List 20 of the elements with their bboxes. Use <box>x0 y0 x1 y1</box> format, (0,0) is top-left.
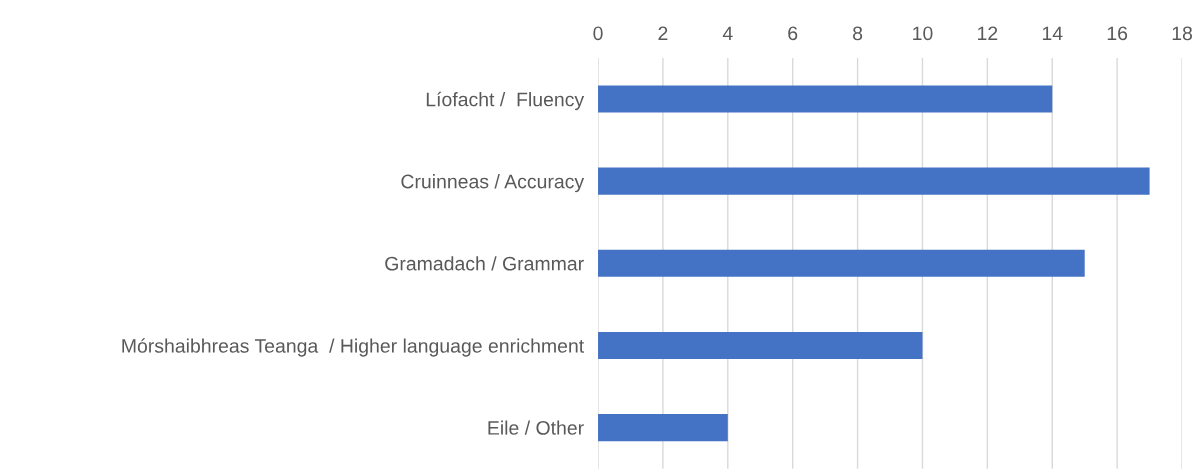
x-tick-label: 18 <box>1172 26 1193 41</box>
bar <box>598 249 1085 277</box>
x-tick-label: 6 <box>788 26 798 41</box>
y-tick-label: Eile / Other <box>488 420 584 435</box>
x-tick-label: 4 <box>722 26 733 41</box>
bar <box>598 414 728 442</box>
x-tick-label: 10 <box>913 26 933 41</box>
x-tick-label: 12 <box>978 26 998 41</box>
bar <box>598 85 1053 113</box>
bar <box>598 331 923 359</box>
y-tick-label: Mórshaibhreas Teanga / Higher language enrichment <box>122 338 585 357</box>
x-tick-label: 16 <box>1107 26 1128 41</box>
bar <box>598 167 1150 195</box>
x-tick-label: 8 <box>853 26 863 41</box>
y-tick-label: Gramadach / Grammar <box>385 256 584 271</box>
x-tick-label: 14 <box>1042 26 1063 41</box>
y-tick-label: Líofacht / Fluency <box>426 91 585 111</box>
y-tick-label: Cruinneas / Accuracy <box>401 174 585 193</box>
x-tick-label: 0 <box>593 26 603 41</box>
x-tick-label: 2 <box>658 26 668 41</box>
